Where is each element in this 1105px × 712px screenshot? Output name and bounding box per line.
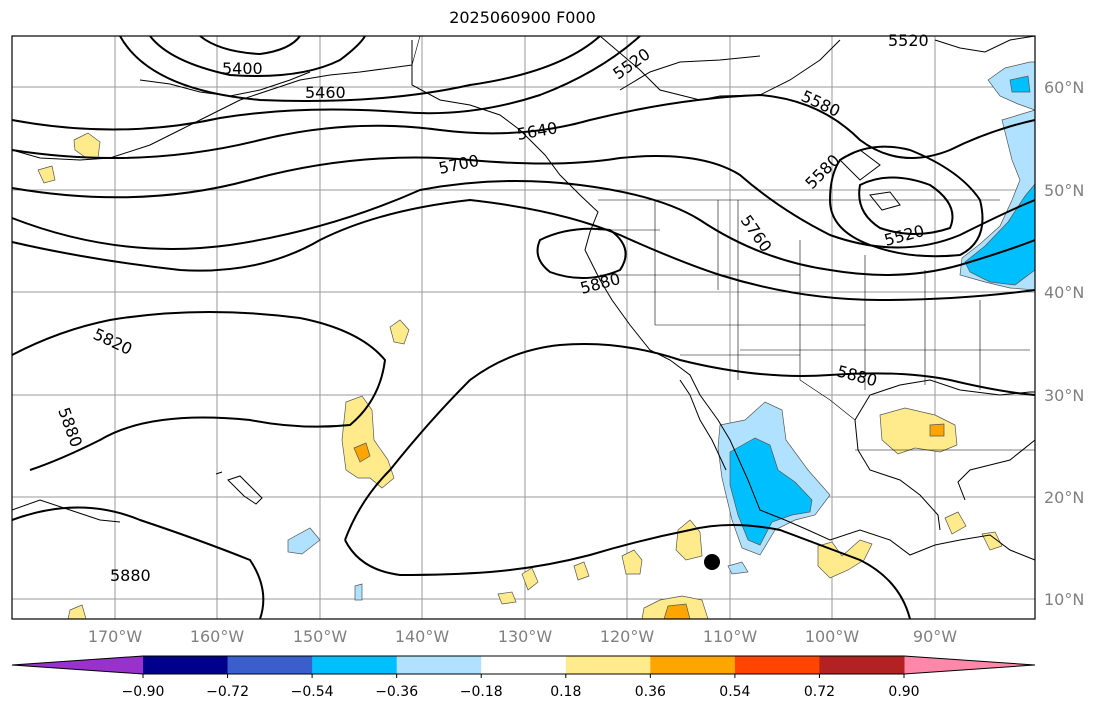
positive-patch xyxy=(663,603,691,620)
shaded-anomalies xyxy=(37,61,1036,620)
negative-patch xyxy=(354,583,363,601)
colorbar-tick-label: −0.18 xyxy=(460,684,503,700)
colorbar-tick-label: −0.72 xyxy=(206,684,249,700)
colorbar-segment xyxy=(481,656,567,674)
colorbar: −0.90 −0.72 −0.54 −0.36 −0.18 0.18 0.36 0.54 0.7… xyxy=(11,655,1036,700)
positive-patch xyxy=(37,165,56,184)
lat-label: 40°N xyxy=(1044,283,1084,302)
positive-patch xyxy=(981,531,1003,551)
positive-patch xyxy=(879,407,958,455)
colorbar-extend-high xyxy=(904,656,1035,674)
colorbar-tick-label: 0.54 xyxy=(719,684,750,700)
height-contours xyxy=(11,35,1036,620)
colorbar-extend-low xyxy=(12,656,143,674)
positive-patch xyxy=(621,549,643,575)
lon-label: 120°W xyxy=(600,627,655,646)
map-panel: 5400 5460 5520 5520 5580 5580 5640 5700 … xyxy=(11,31,1036,620)
positive-patch xyxy=(353,442,371,463)
contour-label: 5880 xyxy=(110,566,151,585)
negative-patch xyxy=(287,527,321,555)
colorbar-tick-label: −0.54 xyxy=(291,684,334,700)
lon-label: 90°W xyxy=(913,627,957,646)
colorbar-tick-label: 0.90 xyxy=(888,684,919,700)
colorbar-tick-label: −0.90 xyxy=(122,684,165,700)
positive-patch xyxy=(341,395,395,489)
lon-label: 130°W xyxy=(498,627,553,646)
positive-patch xyxy=(929,423,945,437)
colorbar-tick-label: 0.18 xyxy=(550,684,581,700)
colorbar-tick-label: −0.36 xyxy=(375,684,418,700)
negative-patch xyxy=(727,561,749,575)
map-title: 2025060900 F000 xyxy=(449,8,596,27)
colorbar-segment xyxy=(227,656,313,674)
lat-label: 10°N xyxy=(1044,590,1084,609)
colorbar-segment xyxy=(396,656,482,674)
colorbar-segment xyxy=(312,656,398,674)
lat-label: 60°N xyxy=(1044,78,1084,97)
lon-label: 100°W xyxy=(805,627,860,646)
colorbar-segment xyxy=(143,656,229,674)
positive-patch xyxy=(389,319,410,345)
lat-label: 20°N xyxy=(1044,488,1084,507)
map-border xyxy=(11,35,1036,620)
positive-patch xyxy=(573,561,590,581)
positive-patch xyxy=(521,567,539,591)
location-marker xyxy=(704,554,720,570)
colorbar-segment xyxy=(650,656,736,674)
positive-patch xyxy=(497,591,517,605)
coastlines xyxy=(11,35,1036,561)
lon-label: 150°W xyxy=(293,627,348,646)
colorbar-tick-label: 0.72 xyxy=(804,684,835,700)
lon-label: 160°W xyxy=(190,627,245,646)
lon-label: 110°W xyxy=(703,627,758,646)
negative-patch xyxy=(729,437,813,546)
positive-patch xyxy=(944,511,967,535)
lat-label: 30°N xyxy=(1044,386,1084,405)
colorbar-segment xyxy=(734,656,820,674)
latitude-labels: 60°N 50°N 40°N 30°N 20°N 10°N xyxy=(1044,78,1084,609)
contour-label: 5520 xyxy=(888,31,929,50)
positive-patch xyxy=(675,519,703,561)
contour-label: 5460 xyxy=(305,83,346,102)
longitude-labels: 170°W 160°W 150°W 140°W 130°W 120°W 110°… xyxy=(88,627,957,646)
colorbar-segment xyxy=(565,656,651,674)
lon-label: 170°W xyxy=(88,627,143,646)
negative-patch xyxy=(1009,75,1031,93)
colorbar-tick-label: 0.36 xyxy=(635,684,666,700)
state-borders xyxy=(411,35,1035,451)
lat-label: 50°N xyxy=(1044,181,1084,200)
contour-label: 5400 xyxy=(222,59,263,78)
lon-label: 140°W xyxy=(395,627,450,646)
colorbar-segment xyxy=(819,656,905,674)
